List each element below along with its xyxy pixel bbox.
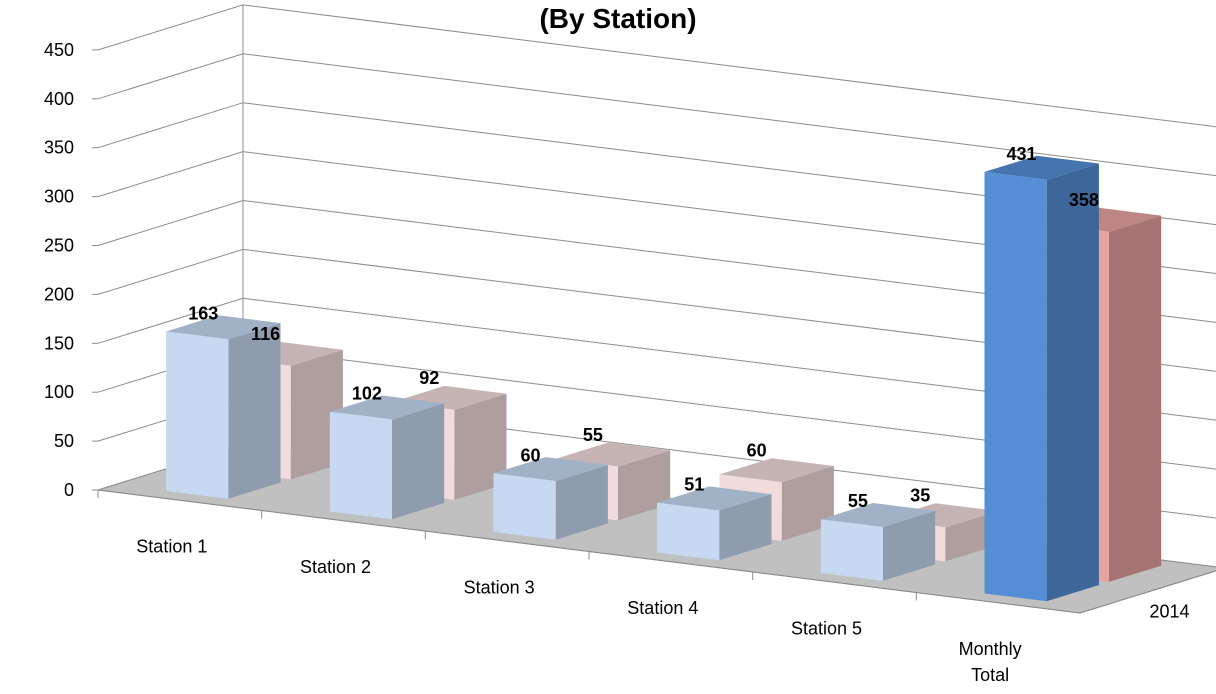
bar-2014-monthly-total bbox=[984, 155, 1099, 602]
bar-2014-station-1-front bbox=[166, 331, 229, 499]
bar-2014-station-3-side bbox=[555, 464, 608, 540]
data-label-2014-1: 102 bbox=[352, 384, 382, 404]
bar-2014-monthly-total-front bbox=[984, 171, 1047, 602]
data-label-2013-4: 35 bbox=[910, 485, 930, 505]
data-label-2014-2: 60 bbox=[521, 445, 541, 465]
y-tick-label: 0 bbox=[64, 480, 74, 500]
x-category-label: Station 4 bbox=[627, 598, 698, 618]
bar-2014-station-2-top bbox=[329, 395, 445, 420]
data-label-2014-4: 55 bbox=[848, 491, 868, 511]
bar-2014-station-2 bbox=[329, 395, 445, 520]
bar-2014-station-4 bbox=[657, 486, 772, 561]
data-label-2014-5: 431 bbox=[1007, 144, 1037, 164]
bar-2014-station-3-front bbox=[493, 473, 556, 540]
bar-2014-station-5-side bbox=[883, 510, 936, 581]
bar-2014-station-5-top bbox=[820, 503, 936, 527]
x-category-label: Station 2 bbox=[300, 557, 371, 577]
y-tick-label: 50 bbox=[54, 431, 74, 451]
bar-2014-monthly-total-top bbox=[984, 155, 1099, 180]
bar-2014-station-2-front bbox=[329, 411, 392, 520]
data-label-2013-0: 116 bbox=[251, 324, 280, 344]
bar-2014-monthly-total-side bbox=[1046, 163, 1099, 602]
x-category-label: Station 5 bbox=[791, 618, 862, 638]
bar-2013-station-4-top bbox=[719, 458, 834, 483]
y-tick-label: 300 bbox=[44, 187, 74, 207]
data-label-2013-1: 92 bbox=[419, 368, 439, 388]
y-tick-label: 450 bbox=[44, 40, 74, 60]
bar-2014-station-5 bbox=[820, 503, 936, 581]
bar-2014-station-4-top bbox=[657, 486, 772, 511]
y-tick-label: 200 bbox=[44, 284, 74, 304]
bar-2014-station-4-side bbox=[719, 494, 772, 561]
data-label-2013-5: 358 bbox=[1069, 190, 1099, 210]
data-label-2013-3: 60 bbox=[747, 440, 767, 460]
y-tick-label: 100 bbox=[44, 382, 74, 402]
y-tick-label: 350 bbox=[44, 138, 74, 158]
data-label-2014-3: 51 bbox=[684, 475, 704, 495]
data-label-2014-0: 163 bbox=[188, 304, 218, 324]
axes: 0 50 100 150 200 250 300 350 400 450 Station 1 Stat… bbox=[44, 40, 1216, 685]
x-category-label: Monthly bbox=[959, 639, 1022, 659]
bar-2013-station-2-side bbox=[454, 393, 507, 500]
bar-2014-station-1-top bbox=[166, 315, 281, 340]
depth-axis-line bbox=[1079, 570, 1216, 614]
bar-2014-station-1 bbox=[166, 315, 281, 499]
bar-2014-station-2-side bbox=[392, 403, 445, 520]
bar-2014-station-3-top bbox=[493, 457, 608, 482]
bar-2014-station-4-front bbox=[657, 502, 720, 561]
x-category-label: Station 3 bbox=[464, 577, 535, 597]
x-category-label: Total bbox=[971, 665, 1009, 685]
data-labels: 116 92 55 60 35 358 163 102 60 51 55 431 bbox=[188, 144, 1099, 511]
x-category-label: Station 1 bbox=[136, 536, 207, 556]
bar-2014-station-3 bbox=[493, 457, 608, 540]
y-tick-label: 400 bbox=[44, 89, 74, 109]
bar-2013-station-5-side bbox=[945, 511, 998, 562]
y-tick-label: 250 bbox=[44, 236, 74, 256]
data-label-2013-2: 55 bbox=[583, 425, 603, 445]
depth-axis-label: 2014 bbox=[1150, 602, 1190, 622]
bars bbox=[166, 155, 1162, 602]
y-tick-label: 150 bbox=[44, 333, 74, 353]
bar-2014-station-5-front bbox=[820, 519, 883, 581]
chart-title: (By Station) bbox=[539, 3, 696, 34]
bar-2013-monthly-total-side bbox=[1109, 215, 1162, 582]
bar-2014-station-1-side bbox=[228, 323, 281, 499]
bar-2013-station-3-top bbox=[555, 442, 671, 467]
